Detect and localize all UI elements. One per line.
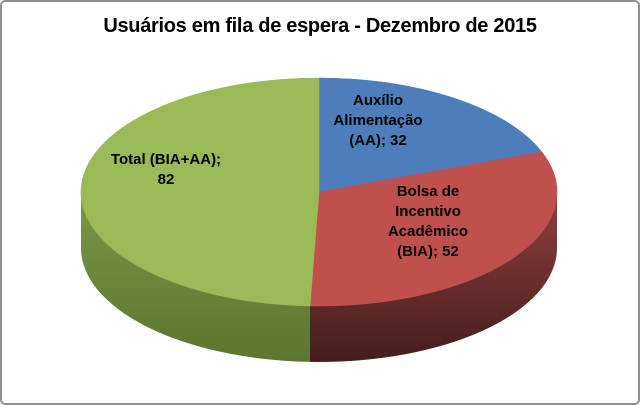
slice-label-line: (BIA); 52 [397, 243, 459, 260]
slice-label-line: (AA); 32 [349, 132, 407, 149]
slice-label-total: Total (BIA+AA); 82 [111, 150, 221, 190]
slice-label-line: Auxílio [352, 92, 404, 109]
chart-title: Usuários em fila de espera - Dezembro de… [103, 15, 537, 37]
slice-label-line: Bolsa de [396, 183, 460, 200]
slice-label-bolsa-incentivo-academico: Bolsa de Incentivo Acadêmico (BIA); 52 [388, 182, 468, 262]
slice-label-line: 82 [157, 171, 175, 188]
slice-label-line: Incentivo [395, 203, 461, 220]
slice-label-auxilio-alimentacao: Auxílio Alimentação (AA); 32 [333, 91, 422, 151]
slice-label-line: Total (BIA+AA); [110, 151, 222, 168]
slice-label-line: Acadêmico [387, 223, 469, 240]
slice-label-line: Alimentação [333, 112, 423, 129]
